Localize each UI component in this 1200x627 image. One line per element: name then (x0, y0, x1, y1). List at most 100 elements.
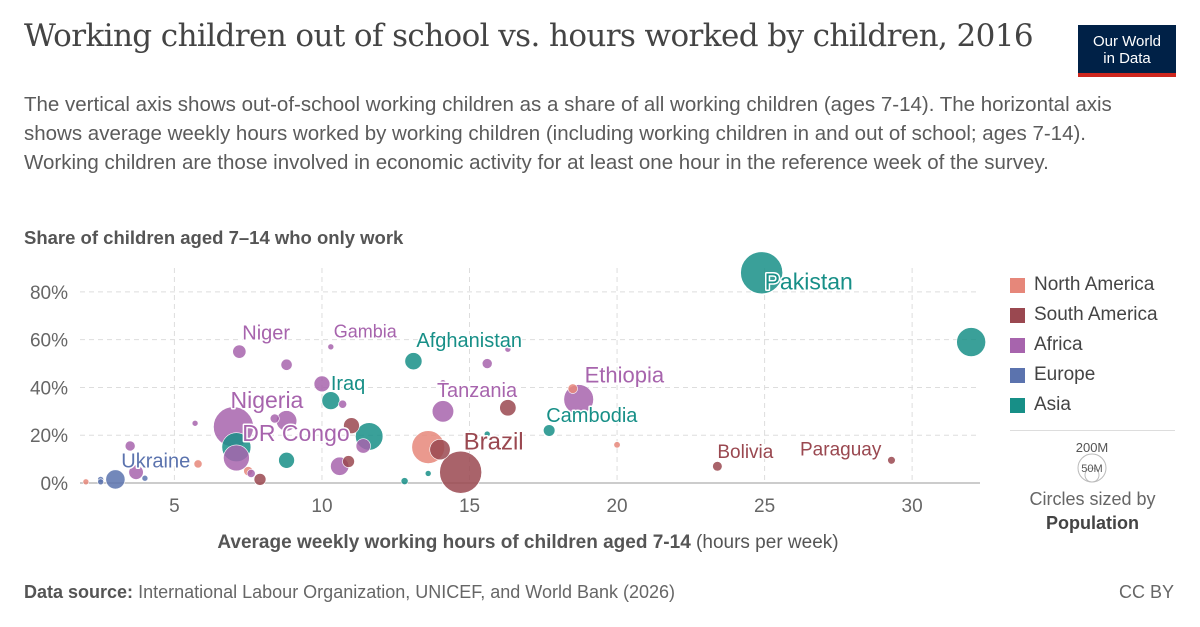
point-country[interactable] (613, 441, 621, 449)
size-caption-line2: Population (1046, 513, 1139, 533)
legend-swatch (1010, 307, 1025, 323)
label-paraguay: Paraguay (800, 440, 882, 461)
label-tanzania: Tanzania (437, 380, 518, 402)
point-country[interactable] (400, 477, 409, 485)
point-bolivia[interactable] (712, 461, 723, 472)
point-afghanistan[interactable] (404, 352, 423, 371)
license-link[interactable]: CC BY (1118, 582, 1174, 602)
label-afghanistan: Afghanistan (416, 330, 522, 352)
legend-item-europe[interactable]: Europe (1010, 360, 1158, 390)
y-tick-label: 20% (30, 426, 68, 447)
point-niger[interactable] (232, 344, 247, 359)
point-country[interactable] (280, 358, 293, 371)
legend-label: Europe (1034, 364, 1096, 385)
label-ukraine: Ukraine (121, 450, 190, 472)
point-country[interactable] (97, 478, 104, 486)
legend-swatch (1010, 337, 1025, 353)
data-source: Data source: International Labour Organi… (24, 582, 675, 603)
point-country[interactable] (124, 440, 136, 452)
legend-label: North America (1034, 274, 1155, 295)
point-country[interactable] (278, 452, 295, 469)
x-axis-label-unit: (hours per week) (696, 532, 839, 553)
point-gambia[interactable] (327, 343, 335, 351)
point-country[interactable] (82, 478, 90, 486)
point-labels: Pakistan Afghanistan Iraq Cambodia Ethiopia N… (120, 267, 884, 474)
scatter-chart: 0% 20% 40% 60% 80% 5 10 15 20 25 30 Pakistan Afgha… (30, 251, 986, 553)
legend-label: Asia (1034, 394, 1071, 415)
size-label-large: 200M (1076, 440, 1109, 455)
point-country[interactable] (355, 438, 371, 454)
y-tick-label: 80% (30, 283, 68, 304)
point-country[interactable] (128, 464, 144, 480)
legend-label: Africa (1034, 334, 1083, 355)
label-cambodia: Cambodia (546, 405, 638, 427)
point-country[interactable] (191, 419, 199, 427)
size-caption: Circles sized by Population (1010, 487, 1175, 535)
point-country[interactable] (481, 358, 493, 369)
point-country[interactable] (343, 417, 360, 434)
point-country[interactable] (499, 399, 517, 417)
point-country[interactable] (956, 327, 986, 357)
point-ukraine[interactable] (105, 469, 126, 490)
point-country[interactable] (567, 383, 578, 394)
point-country[interactable] (429, 439, 451, 461)
chart-title: Working children out of school vs. hours… (24, 18, 1034, 54)
point-country[interactable] (483, 430, 491, 438)
x-tick-labels: 5 10 15 20 25 30 (169, 496, 923, 517)
y-tick-label: 0% (41, 474, 69, 495)
label-iraq: Iraq (331, 373, 365, 395)
data-points (82, 251, 986, 494)
point-country[interactable] (504, 345, 512, 353)
point-dr-congo[interactable] (223, 444, 250, 472)
label-ethiopia: Ethiopia (585, 363, 665, 388)
point-brazil[interactable] (439, 450, 482, 494)
legend-swatch (1010, 277, 1025, 293)
x-axis-label-main: Average weekly working hours of children… (217, 532, 691, 553)
label-gambia: Gambia (334, 321, 398, 341)
point-country[interactable] (342, 455, 355, 468)
logo-line-1: Our World (1092, 33, 1162, 50)
point-country[interactable] (193, 459, 203, 469)
x-tick-label: 20 (606, 496, 627, 517)
x-tick-label: 15 (459, 496, 480, 517)
point-tanzania[interactable] (431, 400, 455, 423)
legend-item-africa[interactable]: Africa (1010, 330, 1158, 360)
size-label-small: 50M (1081, 463, 1102, 475)
region-legend: North America South America Africa Europ… (1010, 270, 1158, 420)
chart-subtitle: The vertical axis shows out-of-school wo… (24, 93, 1112, 174)
label-niger: Niger (242, 323, 290, 345)
point-country[interactable] (439, 379, 447, 386)
y-tick-labels: 0% 20% 40% 60% 80% (30, 283, 68, 495)
label-bolivia: Bolivia (717, 442, 773, 463)
point-country[interactable] (313, 375, 331, 393)
point-paraguay[interactable] (887, 456, 896, 465)
point-country[interactable] (141, 474, 149, 482)
x-axis-label: Average weekly working hours of children… (217, 532, 838, 553)
point-country[interactable] (269, 413, 280, 424)
point-country[interactable] (424, 470, 432, 477)
y-tick-label: 40% (30, 378, 68, 399)
x-tick-label: 30 (902, 496, 923, 517)
y-axis-label: Share of children aged 7–14 who only wor… (24, 227, 404, 248)
owid-logo[interactable]: Our World in Data (1078, 25, 1176, 77)
label-brazil: Brazil (464, 429, 524, 456)
point-pakistan[interactable] (740, 251, 783, 295)
label-nigeria: Nigeria (230, 387, 303, 413)
label-dr-congo: DR Congo (242, 420, 349, 446)
point-country[interactable] (246, 469, 256, 478)
point-cambodia[interactable] (543, 424, 556, 437)
point-country[interactable] (338, 399, 348, 409)
legend-label: South America (1034, 304, 1158, 325)
legend-item-asia[interactable]: Asia (1010, 390, 1158, 420)
point-iraq[interactable] (321, 391, 341, 410)
legend-item-south-america[interactable]: South America (1010, 300, 1158, 330)
size-legend: 200M 50M (1010, 430, 1175, 491)
size-legend-circles: 200M 50M (1076, 440, 1109, 483)
legend-item-north-america[interactable]: North America (1010, 270, 1158, 300)
x-tick-label: 5 (169, 496, 180, 517)
legend-swatch (1010, 367, 1025, 383)
source-text[interactable]: International Labour Organization, UNICE… (138, 582, 676, 602)
size-caption-line1: Circles sized by (1029, 489, 1156, 509)
point-country[interactable] (253, 473, 267, 486)
source-label: Data source: (24, 582, 134, 602)
